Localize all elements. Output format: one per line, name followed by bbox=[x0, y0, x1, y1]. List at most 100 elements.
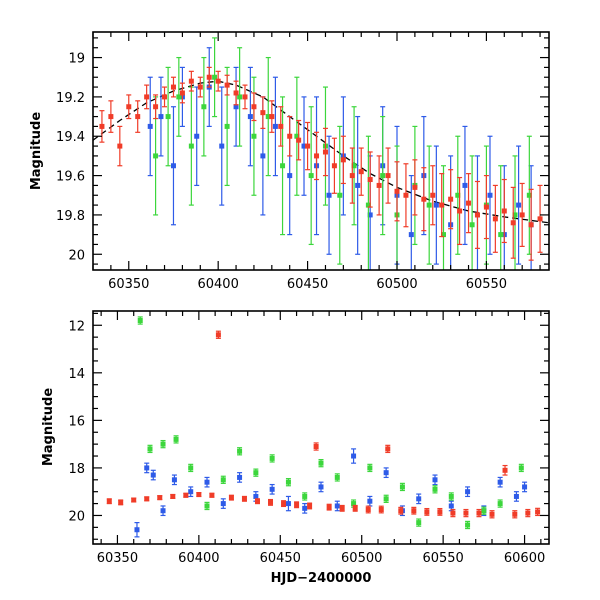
top-data-point bbox=[340, 157, 346, 163]
top-axes: 60350 60400 60450 60500 60550 19 19.2 19.4 19.6 1… bbox=[56, 31, 550, 292]
bottom-series-1 bbox=[137, 316, 524, 530]
bottom-data-point bbox=[525, 510, 531, 516]
bottom-y-tick-label: 12 bbox=[68, 319, 85, 334]
top-data-point bbox=[433, 202, 439, 208]
bottom-y-axis-title: Magnitude bbox=[41, 388, 56, 467]
bottom-data-point bbox=[269, 455, 275, 461]
top-data-point bbox=[224, 123, 230, 129]
top-data-point bbox=[376, 182, 382, 188]
top-y-axis-title: Magnitude bbox=[29, 112, 44, 191]
top-data-point bbox=[251, 104, 257, 110]
top-data-point bbox=[237, 94, 243, 100]
bottom-data-point bbox=[432, 477, 438, 483]
top-data-point bbox=[206, 74, 212, 80]
bottom-data-point bbox=[170, 493, 176, 499]
bottom-data-point bbox=[465, 489, 471, 495]
bottom-data-point bbox=[476, 510, 482, 516]
top-plot-area bbox=[93, 37, 549, 270]
bottom-data-point bbox=[268, 499, 274, 505]
bottom-data-point bbox=[352, 505, 358, 511]
top-y-tick-label: 19.8 bbox=[56, 209, 85, 224]
top-data-point bbox=[242, 94, 248, 100]
bottom-data-point bbox=[253, 470, 259, 476]
bottom-x-tick-label: 60450 bbox=[260, 551, 301, 566]
bottom-data-point bbox=[294, 502, 300, 508]
top-data-point bbox=[349, 173, 355, 179]
top-series-0 bbox=[147, 47, 534, 270]
top-data-point bbox=[492, 216, 498, 222]
top-data-point bbox=[278, 123, 284, 129]
bottom-y-tick-label: 16 bbox=[68, 414, 85, 429]
bottom-data-point bbox=[512, 511, 518, 517]
bottom-data-point bbox=[220, 477, 226, 483]
bottom-data-point bbox=[367, 465, 373, 471]
bottom-data-point bbox=[209, 492, 215, 498]
bottom-data-point bbox=[502, 467, 508, 473]
top-data-point bbox=[519, 212, 525, 218]
top-data-point bbox=[367, 177, 373, 183]
top-data-point bbox=[430, 192, 436, 198]
bottom-data-point bbox=[313, 444, 319, 450]
top-x-tick-label: 60500 bbox=[376, 277, 417, 292]
bottom-data-point bbox=[351, 453, 357, 459]
bottom-data-point bbox=[215, 332, 221, 338]
bottom-data-point bbox=[334, 503, 340, 509]
top-data-point bbox=[260, 110, 266, 116]
bottom-data-point bbox=[513, 493, 519, 499]
bottom-data-point bbox=[416, 520, 422, 526]
top-data-point bbox=[170, 163, 176, 169]
top-data-point bbox=[512, 212, 518, 218]
bottom-x-tick-label: 60350 bbox=[97, 551, 138, 566]
top-data-point bbox=[380, 173, 386, 179]
bottom-data-point bbox=[183, 492, 189, 498]
top-y-tick-label: 20 bbox=[68, 248, 85, 263]
bottom-data-point bbox=[160, 441, 166, 447]
top-data-point bbox=[158, 114, 164, 120]
top-x-tick-label: 60400 bbox=[197, 277, 238, 292]
bottom-data-point bbox=[339, 505, 345, 511]
bottom-data-point bbox=[302, 505, 308, 511]
bottom-data-point bbox=[204, 503, 210, 509]
top-data-point bbox=[260, 153, 266, 159]
top-data-point bbox=[337, 192, 343, 198]
bottom-data-point bbox=[437, 509, 443, 515]
top-data-point bbox=[144, 94, 150, 100]
top-data-point bbox=[305, 143, 311, 149]
bottom-data-point bbox=[285, 479, 291, 485]
top-x-tick-label: 60450 bbox=[287, 277, 328, 292]
top-data-point bbox=[294, 133, 300, 139]
top-data-point bbox=[487, 192, 493, 198]
top-data-point bbox=[219, 143, 225, 149]
top-data-point bbox=[233, 90, 239, 96]
bottom-data-point bbox=[465, 522, 471, 528]
top-data-point bbox=[455, 192, 461, 198]
bottom-data-point bbox=[385, 446, 391, 452]
bottom-data-point bbox=[432, 486, 438, 492]
bottom-data-point bbox=[522, 484, 528, 490]
bottom-data-point bbox=[448, 503, 454, 509]
bottom-data-point bbox=[489, 511, 495, 517]
top-data-point bbox=[247, 114, 253, 120]
top-data-point bbox=[498, 232, 504, 238]
bottom-data-point bbox=[173, 436, 179, 442]
top-data-point bbox=[176, 94, 182, 100]
top-data-point bbox=[162, 94, 168, 100]
bottom-data-point bbox=[398, 508, 404, 514]
top-data-point bbox=[439, 202, 445, 208]
bottom-data-point bbox=[411, 508, 417, 514]
bottom-data-point bbox=[204, 479, 210, 485]
top-data-point bbox=[153, 104, 159, 110]
bottom-data-point bbox=[196, 492, 202, 498]
bottom-data-point bbox=[383, 496, 389, 502]
bottom-x-tick-label: 60600 bbox=[504, 551, 545, 566]
top-y-tick-label: 19 bbox=[68, 52, 85, 67]
top-y-tick-label: 19.4 bbox=[56, 130, 85, 145]
top-data-point bbox=[457, 208, 463, 214]
top-data-point bbox=[351, 163, 357, 169]
bottom-data-point bbox=[269, 486, 275, 492]
top-data-point bbox=[421, 196, 427, 202]
top-y-tick-label: 19.2 bbox=[56, 91, 85, 106]
top-data-point bbox=[355, 182, 361, 188]
bottom-data-point bbox=[160, 508, 166, 514]
